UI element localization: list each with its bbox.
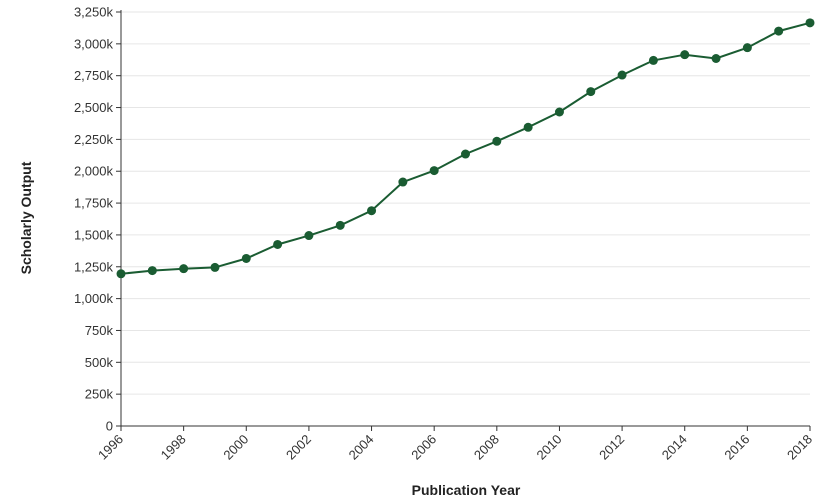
series-line	[120, 21, 811, 275]
y-tick-label: 1,250k	[74, 259, 114, 274]
data-point[interactable]	[586, 87, 596, 97]
x-tick-label: 2016	[721, 432, 752, 463]
y-tick-label: 1,000k	[74, 291, 114, 306]
data-point[interactable]	[335, 220, 345, 230]
data-point[interactable]	[774, 26, 784, 36]
data-point[interactable]	[304, 231, 314, 241]
data-point[interactable]	[241, 253, 251, 263]
data-point[interactable]	[273, 239, 283, 249]
series-layer	[116, 18, 815, 279]
x-tick-label: 2000	[220, 432, 251, 463]
y-axis-title: Scholarly Output	[18, 161, 34, 274]
y-tick-label: 3,250k	[74, 5, 114, 20]
x-tick-label: 2014	[659, 432, 690, 463]
data-point[interactable]	[147, 266, 157, 276]
data-point[interactable]	[492, 136, 502, 146]
x-tick-label: 2012	[596, 432, 627, 463]
y-tick-label: 750k	[85, 323, 114, 338]
y-tick-label: 2,750k	[74, 68, 114, 83]
y-tick-label: 1,500k	[74, 227, 114, 242]
data-point[interactable]	[179, 264, 189, 274]
x-tick-label: 1996	[95, 432, 126, 463]
x-axis-title: Publication Year	[412, 482, 521, 496]
x-tick-label: 2002	[283, 432, 314, 463]
y-tick-label: 3,000k	[74, 36, 114, 51]
data-point[interactable]	[648, 55, 658, 65]
y-tick-label: 0	[106, 419, 113, 434]
x-tick-label: 2004	[346, 432, 377, 463]
data-point[interactable]	[210, 262, 220, 272]
data-point[interactable]	[742, 43, 752, 53]
data-point[interactable]	[617, 70, 627, 80]
y-tick-label: 2,500k	[74, 100, 114, 115]
x-axis: 1996 1998 2000 2002 2004 2006 2008 2010 2012 2014…	[95, 425, 815, 463]
data-point[interactable]	[711, 53, 721, 63]
grid-lines	[121, 11, 810, 395]
x-tick-label: 1998	[158, 432, 189, 463]
y-tick-label: 1,750k	[74, 196, 114, 211]
x-tick-label: 2018	[784, 432, 815, 463]
y-tick-label: 500k	[85, 355, 114, 370]
y-tick-label: 2,000k	[74, 164, 114, 179]
data-point[interactable]	[367, 206, 377, 216]
y-tick-label: 250k	[85, 387, 114, 402]
data-point[interactable]	[554, 107, 564, 117]
y-tick-label: 2,250k	[74, 132, 114, 147]
data-point[interactable]	[429, 166, 439, 176]
x-tick-label: 2010	[534, 432, 565, 463]
data-point[interactable]	[116, 269, 126, 279]
data-point[interactable]	[523, 122, 533, 132]
data-point[interactable]	[398, 177, 408, 187]
data-point[interactable]	[805, 18, 815, 28]
x-tick-label: 2008	[471, 432, 502, 463]
data-point[interactable]	[680, 50, 690, 60]
x-tick-label: 2006	[408, 432, 439, 463]
data-point[interactable]	[461, 149, 470, 159]
y-axis: 0 250k 500k 750k 1,000k 1,250k 1,500k 1,750k 2,0…	[74, 5, 122, 434]
